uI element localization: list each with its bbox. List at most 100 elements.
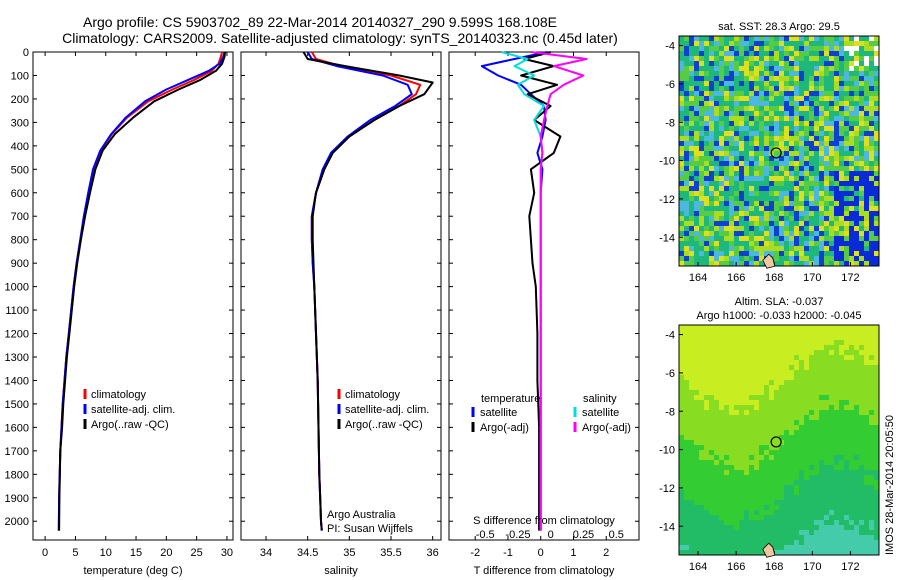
map-cell [699,355,704,360]
map-cell [869,46,874,51]
map-cell [724,211,729,216]
map-cell [844,41,849,46]
map-cell [874,221,879,226]
map-cell [684,540,689,545]
map-cell [814,350,819,355]
map-cell [854,126,859,131]
map-cell [744,76,749,81]
map-cell [749,345,754,350]
legend-label: Argo(..raw -QC) [345,419,423,431]
map-cell [684,410,689,415]
map-cell [824,515,829,520]
map-cell [829,261,834,266]
map-cell [729,61,734,66]
map-cell [789,365,794,370]
map-cell [739,330,744,335]
map-cell [704,106,709,111]
map-cell [684,241,689,246]
map-cell [814,186,819,191]
map-cell [864,246,869,251]
map-cell [779,61,784,66]
map-cell [779,161,784,166]
map-cell [794,390,799,395]
map-cell [679,360,684,365]
map-cell [769,76,774,81]
map-cell [699,535,704,540]
map-cell [854,350,859,355]
map-cell [849,221,854,226]
map-cell [844,435,849,440]
map-cell [704,171,709,176]
map-cell [744,440,749,445]
map-cell [709,450,714,455]
map-cell [774,116,779,121]
map-cell [739,360,744,365]
map-cell [784,530,789,535]
map-cell [709,166,714,171]
map-cell [719,475,724,480]
map-cell [839,76,844,81]
map-cell [799,480,804,485]
map-cell [699,191,704,196]
map-cell [874,241,879,246]
map-cell [864,475,869,480]
map-cell [844,46,849,51]
map-cell [744,121,749,126]
map-cell [779,330,784,335]
map-cell [854,550,859,555]
map-cell [784,256,789,261]
map-cell [819,340,824,345]
map-cell [724,460,729,465]
map-cell [784,515,789,520]
map-cell [744,136,749,141]
map-cell [829,101,834,106]
map-cell [709,500,714,505]
map-cell [759,251,764,256]
map-cell [809,440,814,445]
map-cell [699,176,704,181]
map-cell [734,380,739,385]
map-cell [794,211,799,216]
map-cell [764,485,769,490]
map-cell [809,261,814,266]
map-cell [834,350,839,355]
map-cell [874,335,879,340]
map-cell [824,126,829,131]
map-cell [749,425,754,430]
map-cell [809,420,814,425]
map-cell [859,251,864,256]
map-cell [854,510,859,515]
map-cell [684,76,689,81]
map-x-tick-label: 170 [803,272,821,284]
map-cell [839,545,844,550]
map-cell [739,41,744,46]
map-cell [794,535,799,540]
map-cell [849,365,854,370]
map-cell [849,390,854,395]
map-cell [839,231,844,236]
map-cell [799,485,804,490]
map-cell [779,335,784,340]
map-cell [724,261,729,266]
map-cell [844,510,849,515]
map-cell [849,156,854,161]
map-cell [699,415,704,420]
map-cell [709,370,714,375]
map-cell [809,136,814,141]
map-cell [719,36,724,41]
map-cell [714,540,719,545]
map-cell [689,480,694,485]
map-cell [759,385,764,390]
map-cell [819,41,824,46]
y-tick-label: 1500 [5,399,29,411]
map-cell [864,350,869,355]
map-cell [849,106,854,111]
map-cell [859,480,864,485]
map-cell [779,66,784,71]
map-cell [734,350,739,355]
map-cell [679,365,684,370]
map-cell [744,126,749,131]
map-cell [714,116,719,121]
map-cell [729,121,734,126]
map-cell [754,455,759,460]
